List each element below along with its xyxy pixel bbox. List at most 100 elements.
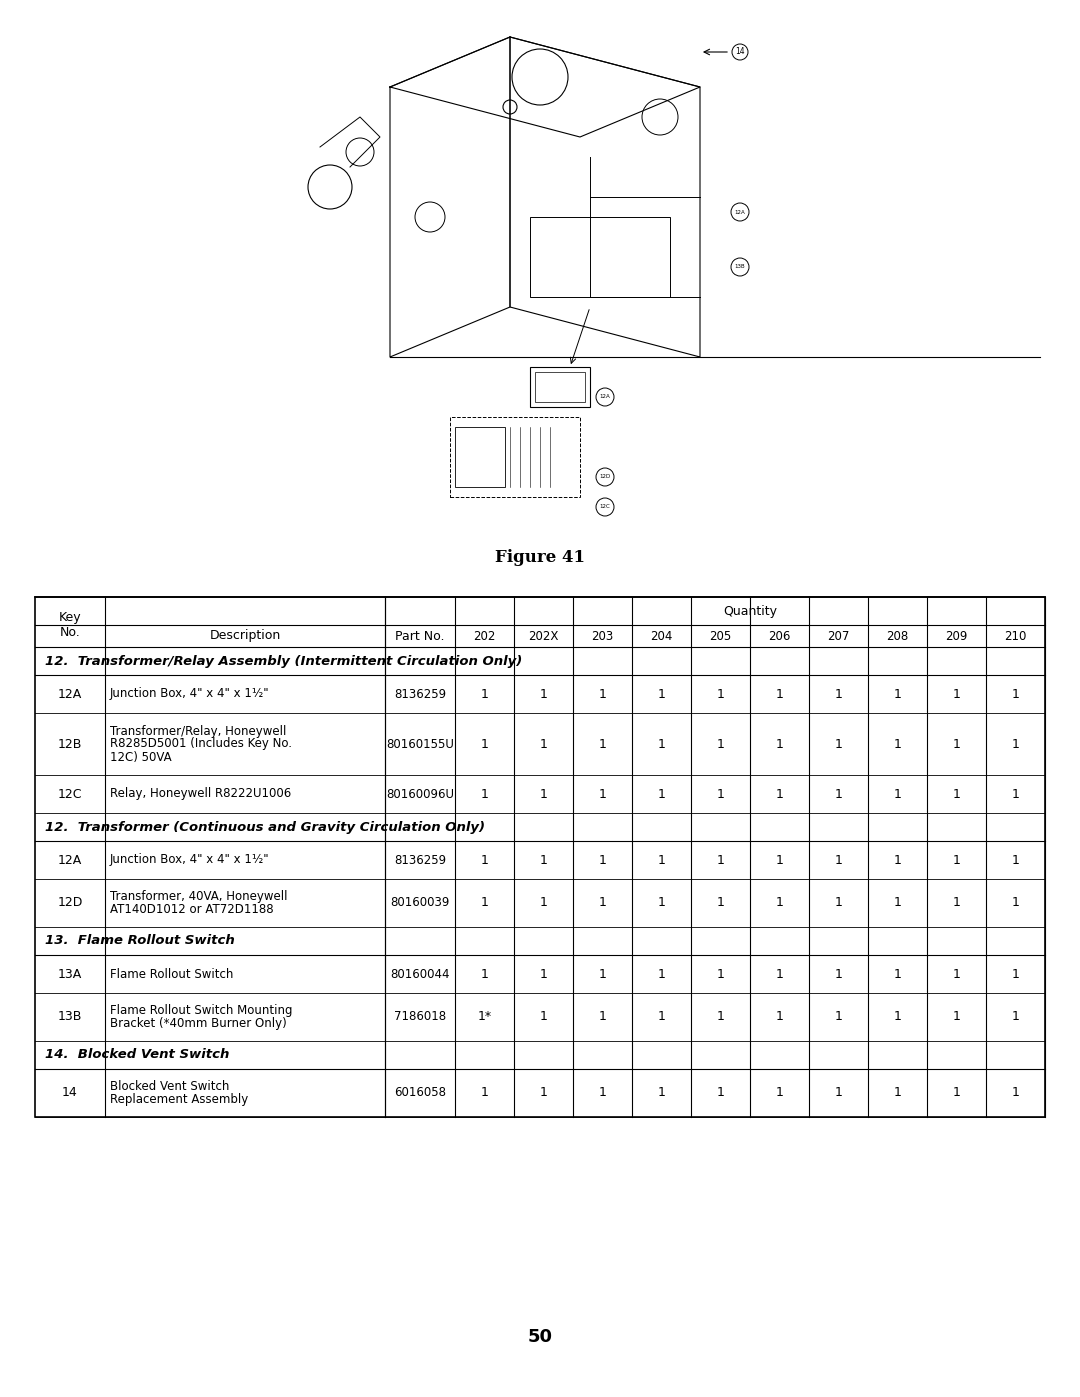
Text: 1: 1 [540,1087,548,1099]
Text: Replacement Assembly: Replacement Assembly [110,1092,248,1106]
Text: 1: 1 [481,1087,488,1099]
Text: 1: 1 [893,1087,902,1099]
Text: 1: 1 [835,738,842,750]
Bar [530,217,670,298]
Text: 1: 1 [953,738,960,750]
Text: 13B: 13B [734,264,745,270]
Text: 1: 1 [598,738,607,750]
Text: 1: 1 [775,1087,783,1099]
Text: 1: 1 [658,1010,665,1024]
Text: 209: 209 [945,630,968,643]
Text: 1: 1 [540,788,548,800]
Text: 1: 1 [658,897,665,909]
Text: 1: 1 [1012,897,1020,909]
Text: 12C: 12C [57,788,82,800]
Text: 1: 1 [893,738,902,750]
Text: 13A: 13A [58,968,82,981]
Text: 12A: 12A [58,854,82,866]
Text: 12D: 12D [57,897,83,909]
Text: 1: 1 [893,687,902,700]
Text: 207: 207 [827,630,850,643]
Text: 1: 1 [835,897,842,909]
Text: 1: 1 [716,968,725,981]
Text: 1: 1 [540,1010,548,1024]
Text: Key
No.: Key No. [58,610,81,638]
Text: 1: 1 [658,1087,665,1099]
Bar [455,427,505,488]
Text: Flame Rollout Switch: Flame Rollout Switch [110,968,233,981]
Text: 6016058: 6016058 [394,1087,446,1099]
Text: Junction Box, 4" x 4" x 1½": Junction Box, 4" x 4" x 1½" [110,687,270,700]
Text: 1: 1 [1012,854,1020,866]
Text: 1: 1 [598,968,607,981]
Text: 80160044: 80160044 [390,968,449,981]
Text: 1: 1 [540,897,548,909]
Text: Blocked Vent Switch: Blocked Vent Switch [110,1080,229,1092]
Text: 1: 1 [1012,968,1020,981]
Text: 1: 1 [481,968,488,981]
Text: 1: 1 [658,854,665,866]
Text: 12A: 12A [599,394,610,400]
Text: 80160096U: 80160096U [386,788,454,800]
Text: 1: 1 [598,897,607,909]
Text: 1: 1 [598,687,607,700]
Text: 80160155U: 80160155U [386,738,454,750]
Text: 1: 1 [716,687,725,700]
Text: 1: 1 [953,897,960,909]
Text: Figure 41: Figure 41 [495,549,585,566]
Text: 1: 1 [953,854,960,866]
Text: Description: Description [210,630,281,643]
Text: 210: 210 [1004,630,1027,643]
Bar [535,372,585,402]
Bar [450,416,580,497]
Text: 1: 1 [835,854,842,866]
Bar [35,597,1045,1118]
Text: 1: 1 [716,897,725,909]
Text: 1*: 1* [477,1010,491,1024]
Text: 14.  Blocked Vent Switch: 14. Blocked Vent Switch [45,1049,229,1062]
Text: 1: 1 [658,687,665,700]
Text: R8285D5001 (Includes Key No.: R8285D5001 (Includes Key No. [110,738,292,750]
Text: 1: 1 [893,854,902,866]
Text: 1: 1 [1012,1087,1020,1099]
Text: 1: 1 [716,1010,725,1024]
Text: 1: 1 [540,738,548,750]
Text: 1: 1 [835,1010,842,1024]
Text: 1: 1 [835,788,842,800]
Text: 12D: 12D [599,475,610,479]
Text: 14: 14 [63,1087,78,1099]
Text: 14: 14 [735,47,745,56]
Text: 12A: 12A [58,687,82,700]
Text: 1: 1 [1012,687,1020,700]
Text: 1: 1 [775,968,783,981]
Text: 1: 1 [953,1010,960,1024]
Text: 1: 1 [893,897,902,909]
Text: 1: 1 [658,788,665,800]
Text: 208: 208 [887,630,908,643]
Text: 1: 1 [716,854,725,866]
Text: 1: 1 [481,687,488,700]
Text: 1: 1 [481,854,488,866]
Text: 1: 1 [481,738,488,750]
Text: 8136259: 8136259 [394,854,446,866]
Text: 13.  Flame Rollout Switch: 13. Flame Rollout Switch [45,935,234,947]
Text: 202X: 202X [528,630,558,643]
Text: 1: 1 [598,788,607,800]
Text: Transformer/Relay, Honeywell: Transformer/Relay, Honeywell [110,725,286,738]
Text: 1: 1 [775,738,783,750]
Text: 50: 50 [527,1329,553,1345]
Text: 7186018: 7186018 [394,1010,446,1024]
Text: Relay, Honeywell R8222U1006: Relay, Honeywell R8222U1006 [110,788,292,800]
Text: 1: 1 [1012,738,1020,750]
Text: 13B: 13B [58,1010,82,1024]
Text: 1: 1 [540,968,548,981]
Text: 1: 1 [953,788,960,800]
Text: 1: 1 [716,738,725,750]
Bar [530,367,590,407]
Text: 12C) 50VA: 12C) 50VA [110,750,172,764]
Text: 12B: 12B [58,738,82,750]
Text: 202: 202 [473,630,496,643]
Text: 12A: 12A [734,210,745,215]
Text: Transformer, 40VA, Honeywell: Transformer, 40VA, Honeywell [110,890,287,902]
Text: 203: 203 [592,630,613,643]
